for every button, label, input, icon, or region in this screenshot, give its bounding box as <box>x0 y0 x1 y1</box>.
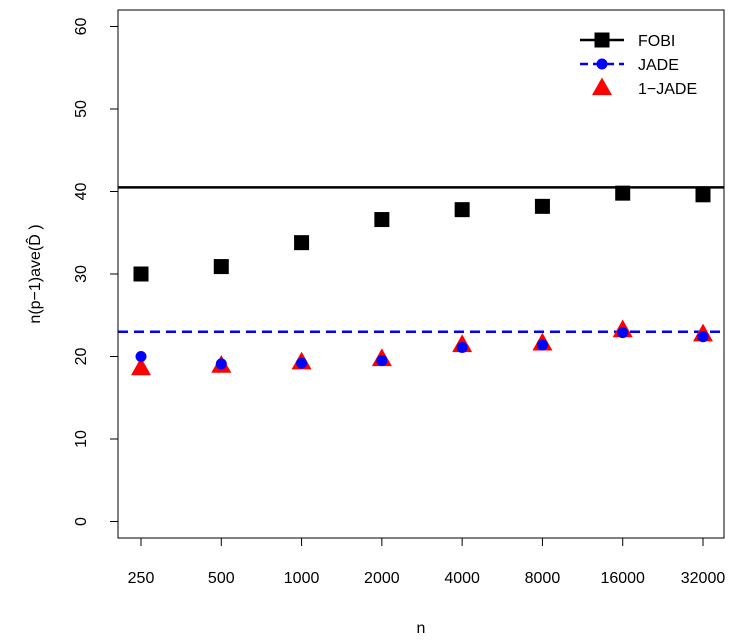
data-marks <box>131 185 713 376</box>
y-tick-label: 60 <box>73 18 90 36</box>
x-tick-label: 16000 <box>600 570 645 587</box>
x-tick-label: 8000 <box>525 570 561 587</box>
point-jade <box>536 339 548 351</box>
x-tick-label: 4000 <box>444 570 480 587</box>
point-fobi <box>374 212 390 228</box>
point-fobi <box>615 185 631 201</box>
point-jade <box>135 351 147 362</box>
point-jade <box>456 341 468 353</box>
legend-marker-fobi <box>594 32 610 48</box>
y-tick-label: 30 <box>73 265 90 283</box>
plot-frame <box>117 9 725 539</box>
point-jade <box>296 357 308 369</box>
point-fobi <box>213 259 229 275</box>
x-tick-label: 32000 <box>681 570 726 587</box>
y-tick-label: 0 <box>73 517 90 526</box>
legend-label-1-jade: 1−JADE <box>638 81 697 98</box>
point-1-jade <box>131 357 151 376</box>
point-fobi <box>534 198 550 214</box>
x-tick-label: 500 <box>208 570 235 587</box>
x-tick-label: 2000 <box>364 570 400 587</box>
legend-marker-1-jade <box>592 77 612 96</box>
legend: FOBI JADE 1−JADE <box>580 32 697 98</box>
point-jade <box>215 358 227 370</box>
y-tick-label: 50 <box>73 100 90 118</box>
reference-lines <box>118 186 724 333</box>
legend-label-jade: JADE <box>638 57 679 74</box>
y-tick-label: 40 <box>73 183 90 201</box>
point-fobi <box>294 235 310 251</box>
point-fobi <box>695 187 711 203</box>
legend-marker-jade <box>596 58 608 70</box>
point-jade <box>376 355 388 367</box>
point-jade <box>697 331 709 343</box>
x-tick-label: 250 <box>128 570 155 587</box>
point-jade <box>617 327 629 339</box>
y-axis-title: n(p−1)ave(D̂ ) <box>24 224 44 323</box>
point-fobi <box>454 202 470 218</box>
x-tick-label: 1000 <box>284 570 320 587</box>
point-fobi <box>133 266 149 282</box>
axes: 0 10 20 30 40 50 60 250 500 1000 2000 4000 8000 16000… <box>73 18 725 588</box>
x-axis-title: n <box>417 620 426 637</box>
y-tick-label: 20 <box>73 348 90 366</box>
legend-label-fobi: FOBI <box>638 33 675 50</box>
y-tick-label: 10 <box>73 430 90 448</box>
